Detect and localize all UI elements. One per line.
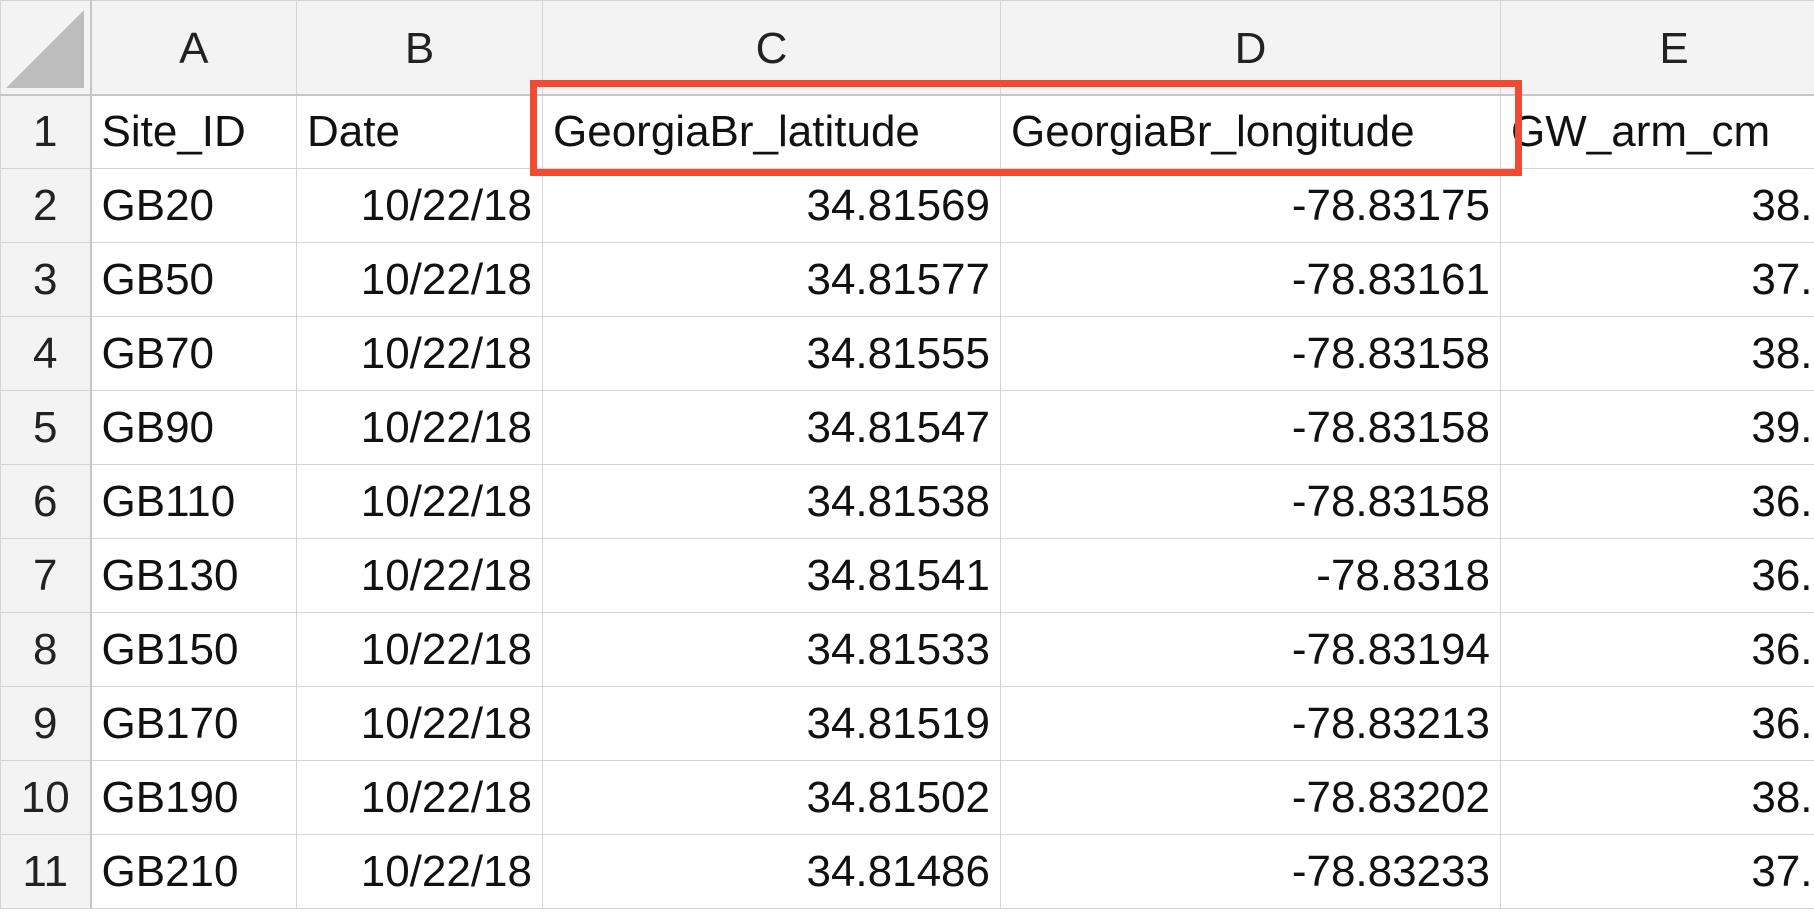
cell-site-id[interactable]: GB20 [90,168,297,243]
cell-gw-arm-cm[interactable]: 36.8 [1500,538,1814,613]
cell-gw-arm-cm[interactable]: 38.5 [1500,760,1814,835]
column-header-a[interactable]: A [90,0,297,96]
cell-longitude[interactable]: -78.83158 [1000,390,1501,465]
table-row: 1 Site_ID Date GeorgiaBr_latitude GeorgiaBr_… [0,94,1814,169]
cell-date[interactable]: 10/22/18 [296,168,543,243]
cell-date[interactable]: 10/22/18 [296,612,543,687]
cell-date[interactable]: 10/22/18 [296,686,543,761]
row-header[interactable]: 5 [0,390,92,465]
cell-latitude[interactable]: 34.81502 [542,760,1001,835]
row-header[interactable]: 2 [0,168,92,243]
column-header-b[interactable]: B [296,0,543,96]
cell-longitude[interactable]: -78.83202 [1000,760,1501,835]
cell-longitude[interactable]: -78.83233 [1000,834,1501,909]
cell-latitude[interactable]: 34.81541 [542,538,1001,613]
column-header-row: A B C D E [0,0,1814,96]
row-header[interactable]: 1 [0,94,92,169]
row-header[interactable]: 7 [0,538,92,613]
header-cell-longitude[interactable]: GeorgiaBr_longitude [1000,94,1501,169]
row-header[interactable]: 8 [0,612,92,687]
cell-gw-arm-cm[interactable]: 37.3 [1500,834,1814,909]
cell-longitude[interactable]: -78.83161 [1000,242,1501,317]
cell-gw-arm-cm[interactable]: 36.8 [1500,686,1814,761]
cell-date[interactable]: 10/22/18 [296,390,543,465]
cell-longitude[interactable]: -78.83175 [1000,168,1501,243]
cell-site-id[interactable]: GB70 [90,316,297,391]
cell-longitude[interactable]: -78.83194 [1000,612,1501,687]
cell-site-id[interactable]: GB190 [90,760,297,835]
row-header[interactable]: 4 [0,316,92,391]
cell-longitude[interactable]: -78.83213 [1000,686,1501,761]
header-cell-site-id[interactable]: Site_ID [90,94,297,169]
cell-gw-arm-cm[interactable]: 36.7 [1500,464,1814,539]
cell-latitude[interactable]: 34.81569 [542,168,1001,243]
cell-longitude[interactable]: -78.8318 [1000,538,1501,613]
select-all-triangle-icon [5,9,84,88]
select-all-button[interactable] [0,0,92,96]
cell-latitude[interactable]: 34.81555 [542,316,1001,391]
row-header[interactable]: 6 [0,464,92,539]
cell-latitude[interactable]: 34.81577 [542,242,1001,317]
cell-latitude[interactable]: 34.81519 [542,686,1001,761]
cell-latitude[interactable]: 34.81533 [542,612,1001,687]
cell-site-id[interactable]: GB170 [90,686,297,761]
row-header[interactable]: 10 [0,760,92,835]
cell-longitude[interactable]: -78.83158 [1000,464,1501,539]
cell-site-id[interactable]: GB150 [90,612,297,687]
cell-date[interactable]: 10/22/18 [296,242,543,317]
column-header-c[interactable]: C [542,0,1001,96]
cell-date[interactable]: 10/22/18 [296,538,543,613]
grid-body: 1 Site_ID Date GeorgiaBr_latitude GeorgiaBr_… [0,94,1814,909]
header-cell-date[interactable]: Date [296,94,543,169]
column-header-e[interactable]: E [1500,0,1814,96]
column-header-d[interactable]: D [1000,0,1501,96]
row-header[interactable]: 9 [0,686,92,761]
header-cell-gw-arm-cm[interactable]: GW_arm_cm [1500,94,1814,169]
cell-site-id[interactable]: GB50 [90,242,297,317]
cell-site-id[interactable]: GB130 [90,538,297,613]
cell-latitude[interactable]: 34.81486 [542,834,1001,909]
cell-date[interactable]: 10/22/18 [296,760,543,835]
cell-date[interactable]: 10/22/18 [296,464,543,539]
cell-gw-arm-cm[interactable]: 38.7 [1500,316,1814,391]
cell-gw-arm-cm[interactable]: 37.8 [1500,242,1814,317]
header-cell-latitude[interactable]: GeorgiaBr_latitude [542,94,1001,169]
cell-latitude[interactable]: 34.81538 [542,464,1001,539]
cell-site-id[interactable]: GB210 [90,834,297,909]
cell-site-id[interactable]: GB110 [90,464,297,539]
row-header[interactable]: 3 [0,242,92,317]
cell-latitude[interactable]: 34.81547 [542,390,1001,465]
cell-gw-arm-cm[interactable]: 36.6 [1500,612,1814,687]
cell-date[interactable]: 10/22/18 [296,834,543,909]
cell-gw-arm-cm[interactable]: 38.8 [1500,168,1814,243]
row-header[interactable]: 11 [0,834,92,909]
cell-date[interactable]: 10/22/18 [296,316,543,391]
cell-site-id[interactable]: GB90 [90,390,297,465]
cell-gw-arm-cm[interactable]: 39.1 [1500,390,1814,465]
cell-longitude[interactable]: -78.83158 [1000,316,1501,391]
